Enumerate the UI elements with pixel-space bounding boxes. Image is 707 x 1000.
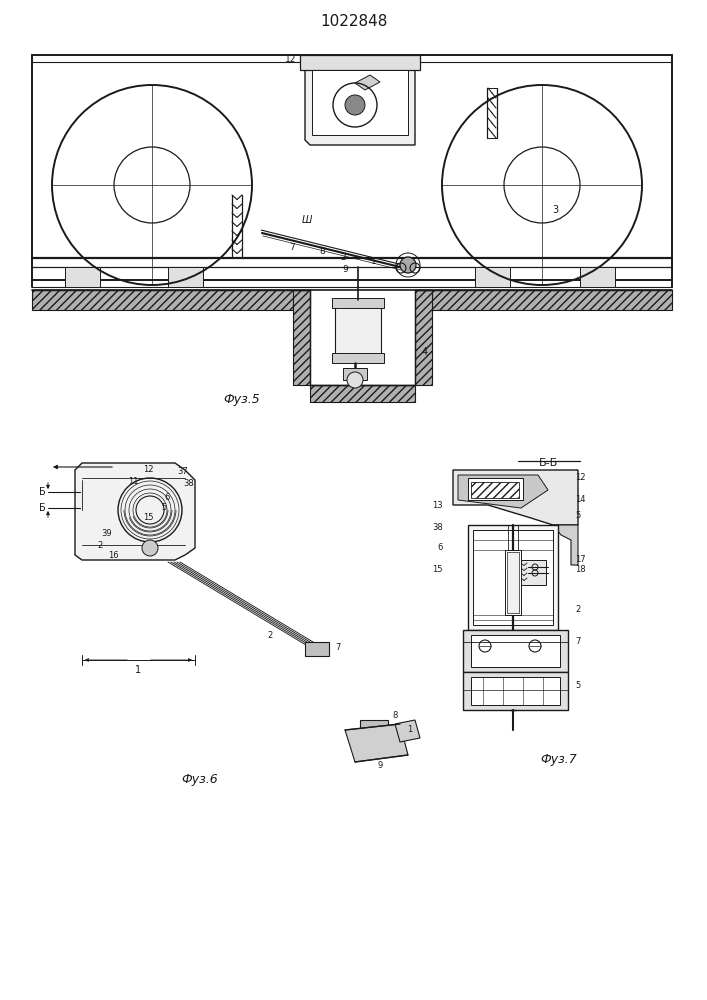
Text: 4: 4	[422, 347, 428, 357]
Polygon shape	[395, 720, 420, 742]
Text: 2: 2	[575, 605, 580, 614]
Text: Фуз.5: Фуз.5	[223, 393, 260, 406]
Circle shape	[345, 95, 365, 115]
Polygon shape	[305, 62, 415, 145]
Text: 1022848: 1022848	[320, 14, 387, 29]
Polygon shape	[355, 75, 380, 90]
Bar	[468, 478, 523, 500]
Bar	[471, 482, 519, 498]
Text: 15: 15	[143, 512, 153, 522]
Text: 1: 1	[371, 257, 377, 266]
Bar	[468, 478, 523, 500]
Text: 12: 12	[143, 466, 153, 475]
Bar	[332, 353, 384, 363]
Bar	[305, 642, 329, 656]
Polygon shape	[553, 525, 578, 565]
Polygon shape	[415, 290, 432, 385]
Text: 1: 1	[407, 726, 413, 734]
Text: 15: 15	[433, 566, 443, 574]
Text: 18: 18	[575, 566, 585, 574]
Text: 1: 1	[135, 665, 141, 675]
Text: 8: 8	[392, 710, 397, 720]
Bar	[360, 720, 388, 735]
Polygon shape	[453, 470, 578, 525]
Bar	[332, 298, 384, 308]
Bar	[475, 267, 510, 287]
Bar	[65, 267, 100, 287]
Polygon shape	[415, 290, 672, 310]
Text: 12: 12	[286, 54, 297, 64]
Polygon shape	[75, 463, 195, 560]
Text: Фуз.6: Фуз.6	[182, 774, 218, 786]
Text: 38: 38	[184, 480, 194, 488]
Text: 3: 3	[552, 205, 558, 215]
Text: 16: 16	[107, 550, 118, 560]
Text: Б-Б: Б-Б	[538, 458, 558, 468]
Text: 7: 7	[575, 638, 580, 647]
Text: 5: 5	[575, 510, 580, 520]
Text: Б: Б	[39, 487, 45, 497]
Polygon shape	[293, 290, 310, 385]
Bar	[168, 267, 203, 287]
Text: 14: 14	[575, 495, 585, 504]
Text: 2: 2	[98, 540, 103, 550]
Text: 37: 37	[177, 468, 188, 477]
Bar	[473, 530, 553, 625]
Bar	[335, 300, 381, 360]
Circle shape	[400, 257, 416, 273]
Bar	[463, 672, 568, 710]
Bar	[463, 630, 568, 672]
Text: 5: 5	[161, 502, 167, 512]
Text: 6: 6	[164, 492, 170, 502]
Text: Фуз.7: Фуз.7	[540, 754, 577, 766]
Polygon shape	[310, 385, 415, 402]
Bar	[343, 368, 367, 380]
Bar	[505, 550, 521, 615]
Text: 13: 13	[433, 500, 443, 510]
Polygon shape	[345, 724, 408, 762]
Text: 39: 39	[102, 530, 112, 538]
Polygon shape	[32, 290, 310, 310]
Text: 9: 9	[342, 265, 348, 274]
Bar	[468, 525, 558, 630]
Text: 12: 12	[575, 474, 585, 483]
Text: 2: 2	[267, 632, 273, 641]
Text: 9: 9	[378, 760, 382, 770]
Text: Б: Б	[39, 503, 45, 513]
Circle shape	[142, 540, 158, 556]
Text: 2: 2	[340, 253, 346, 262]
Bar	[300, 55, 420, 70]
Bar	[471, 635, 560, 667]
Bar	[507, 552, 519, 613]
Bar	[580, 267, 615, 287]
Text: 38: 38	[432, 522, 443, 532]
Bar	[471, 677, 560, 705]
Text: Ш: Ш	[302, 215, 312, 225]
Bar	[518, 560, 546, 585]
Polygon shape	[458, 475, 548, 508]
Text: 5: 5	[575, 680, 580, 690]
Text: 7: 7	[289, 242, 295, 251]
Text: 11: 11	[128, 478, 139, 487]
Bar	[312, 70, 408, 135]
Circle shape	[347, 372, 363, 388]
Text: 17: 17	[575, 556, 585, 564]
Text: 8: 8	[319, 247, 325, 256]
Text: 7: 7	[335, 643, 341, 652]
Text: 6: 6	[438, 544, 443, 552]
